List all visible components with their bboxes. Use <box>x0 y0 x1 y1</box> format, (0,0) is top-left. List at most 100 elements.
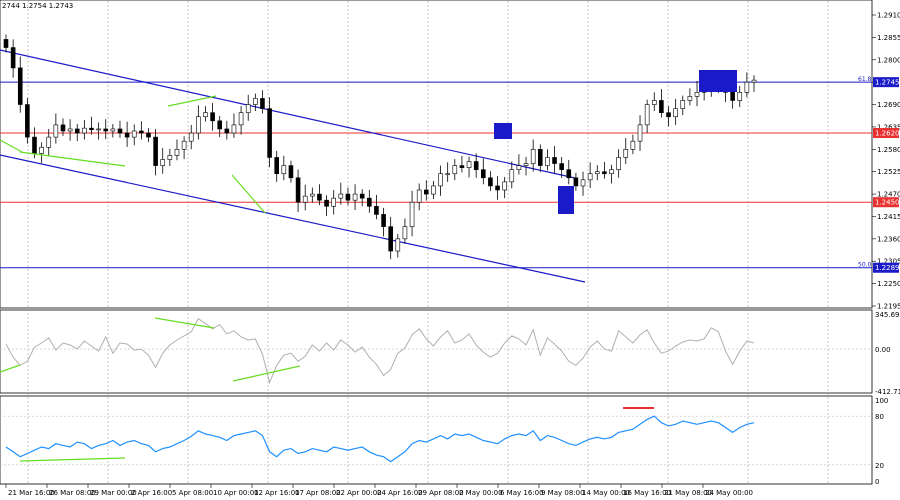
level-label: 1.2620 <box>875 130 900 138</box>
descending-channel[interactable] <box>0 49 586 283</box>
level-tag-bg <box>873 262 899 273</box>
time-label: 16 May 16:00 <box>623 489 671 497</box>
signal-markers <box>494 70 737 214</box>
candle-body <box>210 112 215 122</box>
candle-body <box>46 136 52 148</box>
cci-line <box>5 317 755 385</box>
candle-body <box>238 112 244 126</box>
candle-body <box>295 177 301 203</box>
rsi-panel[interactable] <box>0 395 873 485</box>
channel-lower <box>0 154 586 283</box>
cci-axis: 345.6926 0.00 -412.715 <box>875 311 900 396</box>
candle-body <box>188 132 194 142</box>
price-tick-label: 1.2250 <box>877 280 900 288</box>
candle-body <box>345 193 351 201</box>
price-axis: 1.2910 1.2855 1.2800 1.2690 1.2635 1.2580 1.25… <box>872 12 900 311</box>
price-divergence-line <box>19 151 126 167</box>
candle-body <box>388 226 393 252</box>
candle-body <box>395 238 401 252</box>
candle-body <box>523 163 529 166</box>
candle-body <box>359 193 365 199</box>
price-tick-label: 1.2580 <box>877 146 900 154</box>
price-tick-label: 1.2800 <box>877 56 900 64</box>
candle-body <box>566 169 572 179</box>
candle-body <box>609 169 614 175</box>
candle-body <box>559 163 564 170</box>
candle-body <box>409 201 415 227</box>
candle-body <box>459 165 465 168</box>
candle-body <box>488 177 493 187</box>
rsi-line <box>5 415 755 463</box>
candle-body <box>96 128 101 131</box>
candle-body <box>651 100 657 105</box>
candle-body <box>89 127 94 131</box>
price-tick-label: 1.2415 <box>877 213 900 221</box>
price-tick-label: 1.2855 <box>877 34 900 42</box>
time-label: 17 Apr 08:00 <box>295 489 341 497</box>
candle-body <box>224 128 230 134</box>
level-label: 1.2289 <box>875 264 900 272</box>
time-label: 2 May 00:00 <box>459 489 503 497</box>
price-divergence-line <box>231 174 266 214</box>
candle-body <box>495 185 500 191</box>
fib-tag: 50.0 <box>858 262 872 269</box>
candle-body <box>139 130 144 134</box>
candle-body <box>587 173 593 181</box>
level-label: 1.2450 <box>875 199 900 207</box>
candle-body <box>245 104 251 113</box>
signal-marker <box>494 123 512 139</box>
candle-body <box>146 132 151 138</box>
candle-body <box>274 157 280 175</box>
candle-body <box>160 159 166 166</box>
candle-body <box>637 124 643 142</box>
candle-body <box>744 81 750 93</box>
candle-body <box>67 128 73 132</box>
candle-body <box>431 185 436 195</box>
symbol-header: 2744 1.2754 1.2743 <box>2 2 73 10</box>
fib-tag: 61.8 <box>858 76 872 83</box>
cci-divergence-line <box>232 365 301 382</box>
time-label: 5 Apr 08:00 <box>172 489 213 497</box>
price-tick-label: 1.2305 <box>877 258 900 266</box>
candle-body <box>131 130 137 138</box>
candle-body <box>167 155 173 160</box>
rsi-tick-label: 100 <box>875 397 888 405</box>
cci-tick-label: -412.715 <box>875 388 900 396</box>
candle-body <box>687 96 693 101</box>
price-tick-label: 1.2635 <box>877 123 900 131</box>
price-tick-label: 1.2690 <box>877 101 900 109</box>
candle-body <box>452 165 458 175</box>
candle-body <box>260 98 265 109</box>
candle-body <box>680 100 686 109</box>
rsi-axis: 100 80 20 0 <box>875 397 888 486</box>
candle-body <box>730 92 735 101</box>
rsi-indicator <box>0 415 872 466</box>
candle-body <box>267 108 272 158</box>
price-tick-label: 1.2195 <box>877 303 900 311</box>
candle-body <box>381 214 386 227</box>
candle-body <box>751 79 757 83</box>
candle-body <box>82 127 87 134</box>
candle-body <box>74 128 80 134</box>
candle-body <box>302 195 308 203</box>
level-tag-bg <box>873 128 899 139</box>
candle-body <box>402 226 408 240</box>
candle-body <box>694 92 700 97</box>
candle-body <box>473 161 479 170</box>
time-label: 6 May 16:00 <box>500 489 544 497</box>
candle-body <box>530 149 536 164</box>
level-label: 1.2745 <box>875 79 900 87</box>
candle-body <box>552 157 557 164</box>
cci-panel[interactable] <box>0 309 873 394</box>
price-tick-label: 1.2525 <box>877 168 900 176</box>
candle-body <box>580 179 586 187</box>
time-label: 14 May 00:00 <box>582 489 630 497</box>
candle-body <box>367 197 372 207</box>
price-panel[interactable] <box>0 0 873 309</box>
time-label: 29 Mar 00:00 <box>90 489 137 497</box>
candle-body <box>25 104 30 138</box>
candle-body <box>153 136 158 166</box>
